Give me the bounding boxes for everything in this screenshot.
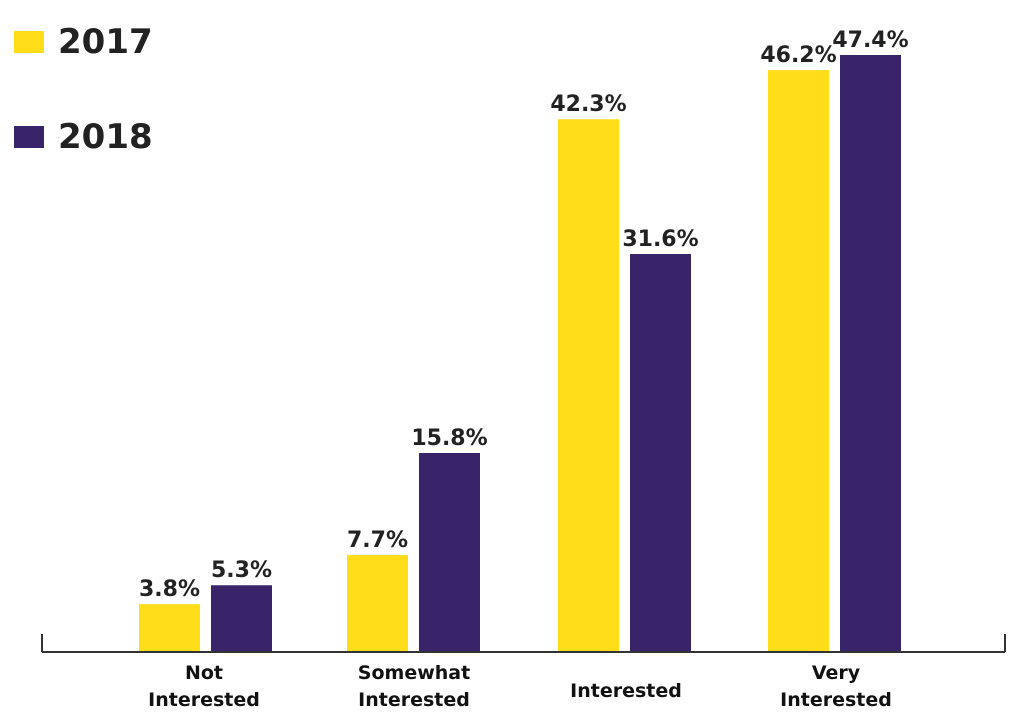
bar-2018-somewhat-interested	[419, 453, 480, 652]
value-label-2018-very-interested: 47.4%	[832, 28, 908, 53]
value-label-2017-interested: 42.3%	[550, 92, 626, 117]
bar-2017-not-interested	[139, 604, 200, 652]
value-label-2017-very-interested: 46.2%	[760, 43, 836, 68]
category-label-interested: Interested	[570, 680, 682, 702]
bar-2018-very-interested	[840, 55, 901, 652]
value-label-2018-somewhat-interested: 15.8%	[411, 426, 487, 451]
category-label-very-interested: Very Interested	[780, 662, 892, 711]
bars-group	[139, 55, 901, 653]
legend-item-2017: 2017	[14, 22, 153, 62]
category-label-somewhat-interested: Somewhat Interested	[357, 662, 471, 711]
bar-2017-interested	[558, 119, 619, 652]
legend-swatch-2017	[14, 31, 44, 53]
value-label-2017-somewhat-interested: 7.7%	[347, 528, 408, 553]
category-label-not-interested: Not Interested	[148, 662, 260, 711]
bar-2017-very-interested	[768, 70, 829, 653]
legend-swatch-2018	[14, 126, 44, 148]
legend-item-2018: 2018	[14, 117, 153, 157]
value-labels-group: 3.8% 5.3% 7.7% 15.8% 42.3% 31.6% 46.2%47.4%	[139, 28, 909, 602]
value-label-2018-not-interested: 5.3%	[211, 558, 272, 583]
bar-2018-not-interested	[211, 585, 272, 652]
bar-2018-interested	[630, 254, 691, 652]
legend-label-2018: 2018	[58, 117, 153, 157]
legend-label-2017: 2017	[58, 22, 153, 62]
bar-2017-somewhat-interested	[347, 555, 408, 652]
value-label-2017-not-interested: 3.8%	[139, 577, 200, 602]
x-axis	[41, 634, 1006, 653]
value-label-2018-interested: 31.6%	[622, 227, 698, 252]
